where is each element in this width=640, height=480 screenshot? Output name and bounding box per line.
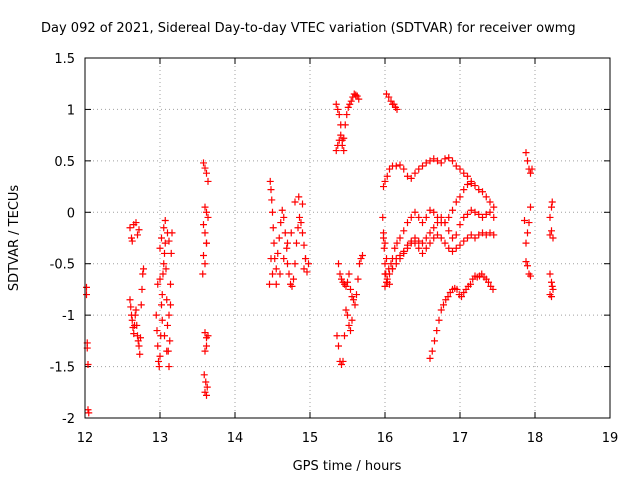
x-tick-label: 13 bbox=[152, 431, 169, 446]
x-tick-label: 17 bbox=[452, 431, 469, 446]
y-tick-label: -0.5 bbox=[50, 258, 75, 273]
y-tick-label: 0 bbox=[67, 206, 75, 221]
x-tick-label: 18 bbox=[527, 431, 544, 446]
x-axis-label: GPS time / hours bbox=[293, 459, 402, 474]
y-axis-label: SDTVAR / TECUs bbox=[7, 185, 22, 292]
y-tick-label: -1.5 bbox=[50, 361, 75, 376]
x-tick-label: 12 bbox=[77, 431, 94, 446]
y-tick-label: 1.5 bbox=[54, 52, 75, 67]
x-tick-label: 19 bbox=[602, 431, 619, 446]
chart-background bbox=[0, 0, 640, 480]
sdtvar-chart: Day 092 of 2021, Sidereal Day-to-day VTE… bbox=[0, 0, 640, 480]
chart-title: Day 092 of 2021, Sidereal Day-to-day VTE… bbox=[41, 21, 576, 36]
y-tick-label: 0.5 bbox=[54, 155, 75, 170]
x-tick-label: 14 bbox=[227, 431, 244, 446]
y-tick-label: 1 bbox=[67, 103, 75, 118]
y-tick-label: -1 bbox=[62, 309, 75, 324]
y-tick-label: -2 bbox=[62, 412, 75, 427]
x-tick-label: 15 bbox=[302, 431, 319, 446]
x-tick-label: 16 bbox=[377, 431, 394, 446]
